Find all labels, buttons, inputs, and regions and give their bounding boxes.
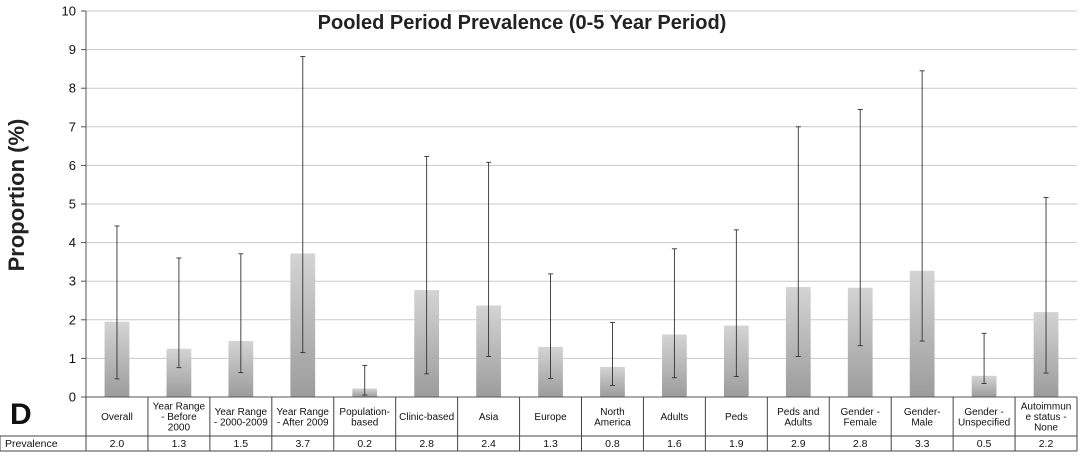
y-tick-label: 10 [62, 4, 76, 19]
x-category-label: Peds and [777, 407, 819, 418]
y-tick-label: 9 [69, 42, 76, 57]
y-tick-label: 3 [69, 274, 76, 289]
x-category-label: America [594, 417, 631, 428]
table-value: 3.7 [295, 438, 310, 450]
y-tick-label: 6 [69, 158, 76, 173]
y-tick-label: 7 [69, 119, 76, 134]
table-value: 3.3 [915, 438, 930, 450]
x-category-label: Male [911, 417, 933, 428]
x-category-label: 2000 [168, 423, 191, 434]
table-value: 1.9 [729, 438, 744, 450]
table-value: 0.5 [977, 438, 992, 450]
table-value: 1.3 [543, 438, 558, 450]
y-tick-label: 5 [69, 197, 76, 212]
table-value: 2.8 [419, 438, 434, 450]
y-tick-label: 0 [69, 390, 76, 405]
x-category-label: - After 2009 [277, 417, 329, 428]
table-value: 1.3 [172, 438, 187, 450]
table-row-label: Prevalence [5, 438, 58, 450]
table-value: 2.4 [481, 438, 496, 450]
table-value: 2.0 [110, 438, 125, 450]
table-value: 1.6 [667, 438, 682, 450]
table-value: 1.5 [234, 438, 249, 450]
x-category-label: Year Range [153, 402, 206, 413]
x-category-label: - Before [161, 412, 197, 423]
table-value: 2.2 [1039, 438, 1054, 450]
y-tick-label: 1 [69, 351, 76, 366]
bars [104, 253, 1059, 397]
x-category-label: Adults [661, 412, 689, 423]
x-category-label: Population- [339, 407, 390, 418]
y-axis-label: Proportion (%) [4, 119, 29, 272]
chart-title: Pooled Period Prevalence (0-5 Year Perio… [318, 12, 727, 34]
x-category-label: - 2000-2009 [214, 417, 268, 428]
x-category-label: Asia [479, 412, 499, 423]
y-tick-label: 8 [69, 81, 76, 96]
bar [971, 375, 997, 397]
table-value: 0.2 [357, 438, 372, 450]
x-category-label: Europe [534, 412, 567, 423]
x-category-label: Adults [784, 417, 812, 428]
x-category-label: Gender- [904, 407, 941, 418]
x-category-label: based [351, 417, 378, 428]
table-value: 2.9 [791, 438, 806, 450]
x-category-label: Unspecified [958, 417, 1010, 428]
y-tick-label: 4 [69, 235, 76, 250]
x-category-label: Year Range [277, 407, 330, 418]
y-tick-labels: 0 1 2 3 4 5 6 7 8 9 10 [62, 4, 76, 405]
table-value: 2.8 [853, 438, 868, 450]
y-tick-label: 2 [69, 312, 76, 327]
x-category-label: Gender - [840, 407, 879, 418]
x-category-label: Overall [101, 412, 133, 423]
panel-label: D [10, 398, 32, 431]
table-value: 0.8 [605, 438, 620, 450]
x-category-label: Gender - [964, 407, 1003, 418]
x-category-label: None [1034, 423, 1058, 434]
x-category-label: Autoimmun [1021, 402, 1072, 413]
x-category-label: Peds [725, 412, 748, 423]
x-category-label: North [600, 407, 624, 418]
x-category-label: Female [844, 417, 878, 428]
x-category-label: e status - [1025, 412, 1066, 423]
error-bars [114, 56, 1049, 396]
x-category-label: Clinic-based [399, 412, 454, 423]
x-category-label: Year Range [215, 407, 268, 418]
